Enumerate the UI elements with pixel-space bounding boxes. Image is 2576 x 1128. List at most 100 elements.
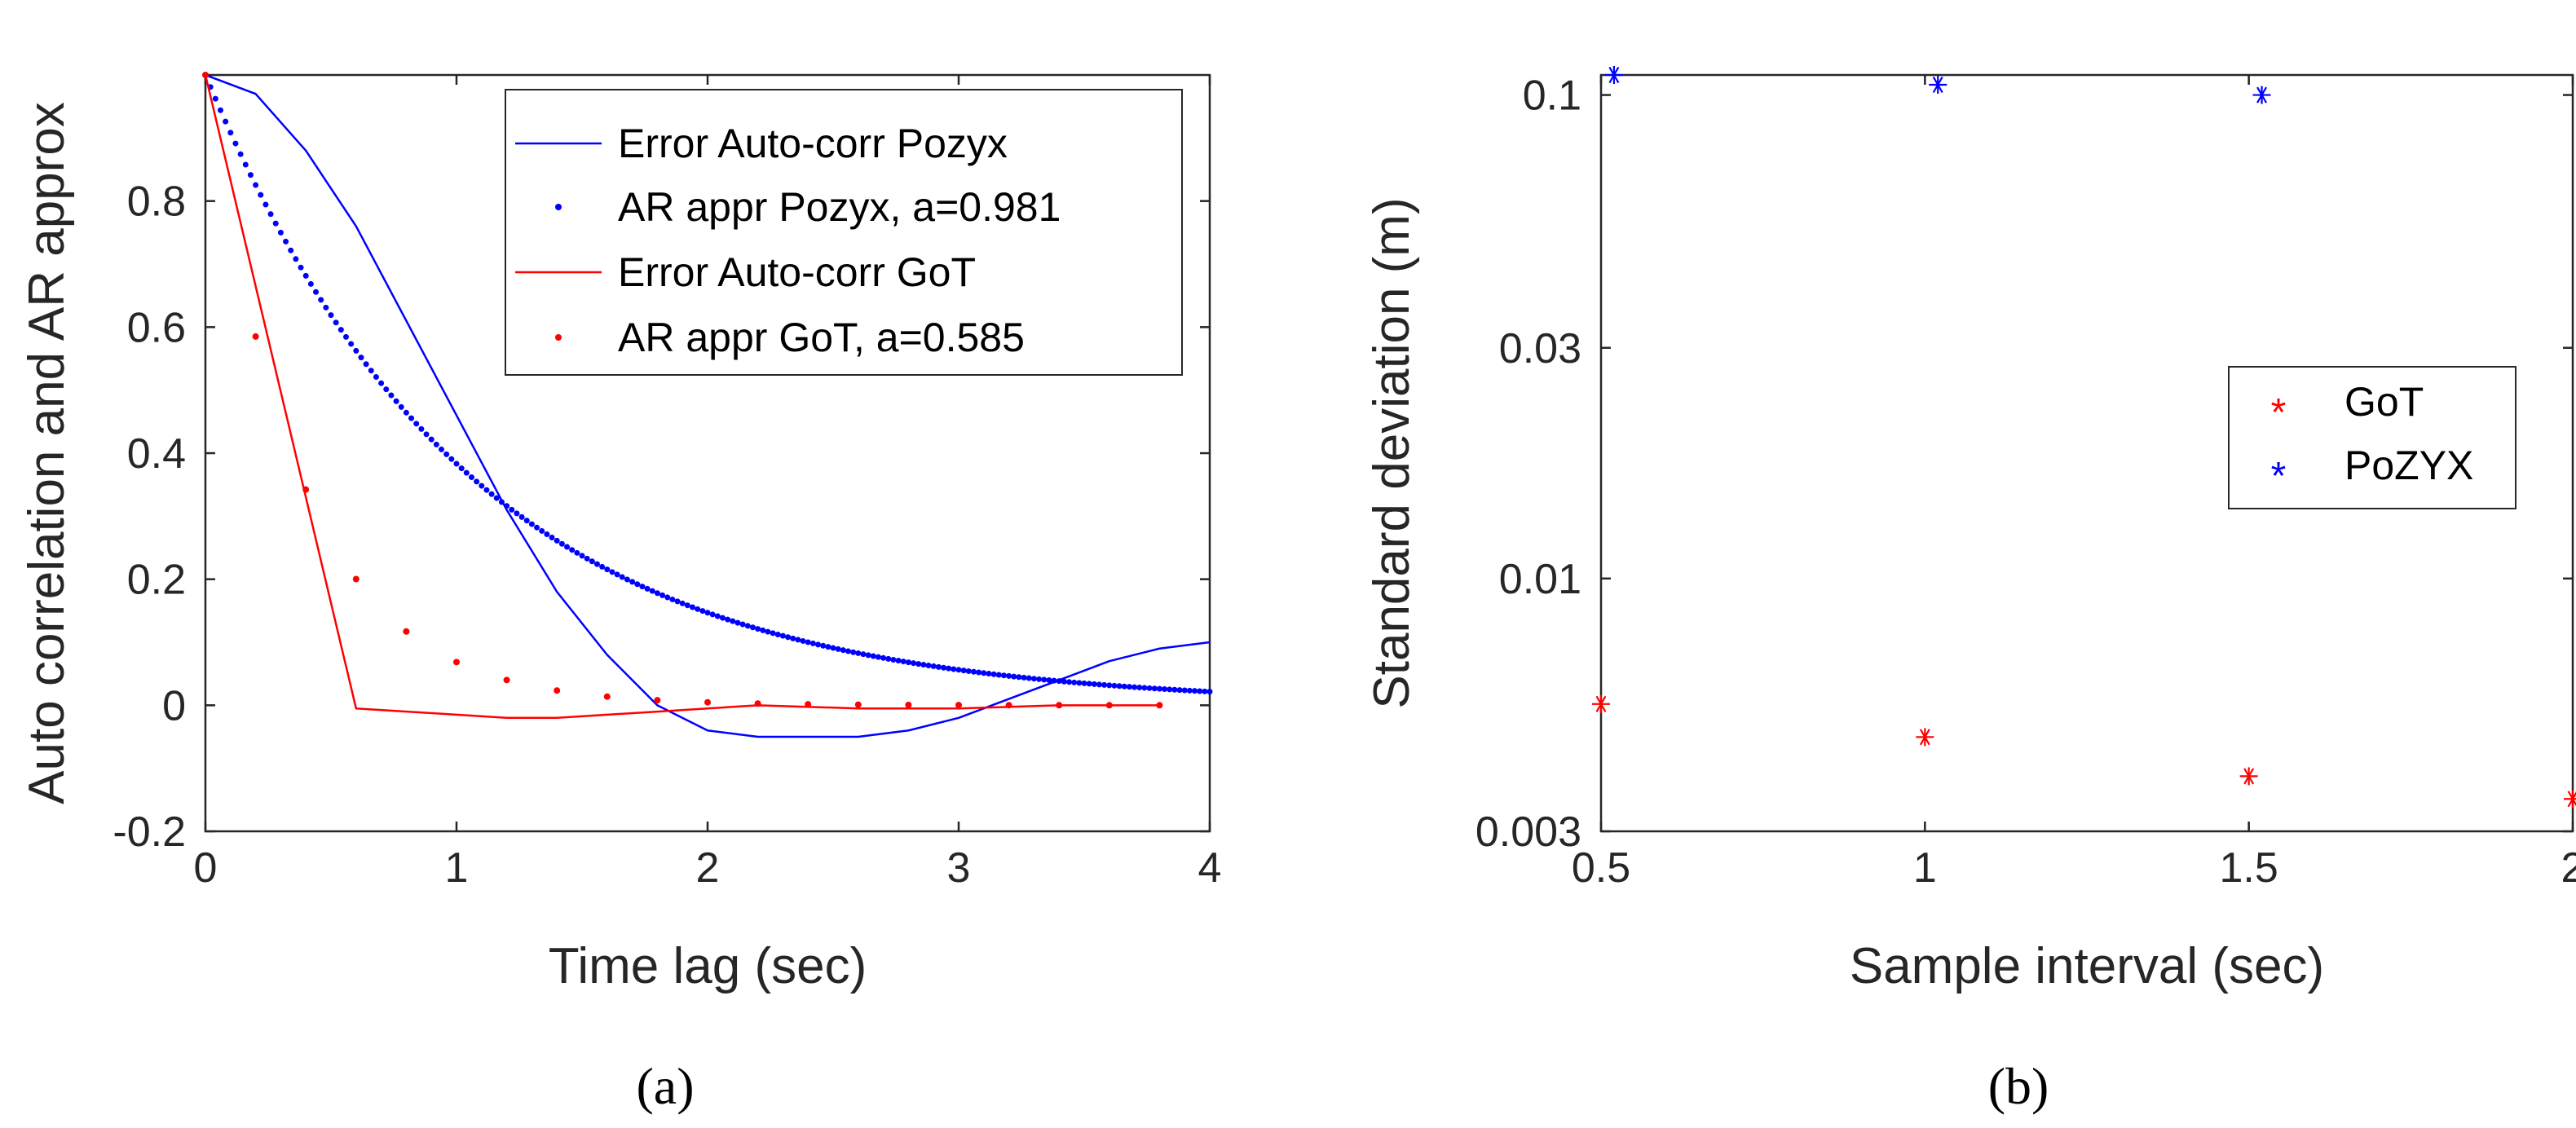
data-point-a-3 — [603, 693, 611, 700]
data-point-a-1 — [488, 491, 495, 497]
data-point-a-1 — [307, 280, 314, 287]
data-point-a-1 — [509, 506, 515, 513]
data-point-a-1 — [298, 264, 304, 271]
data-point-a-1 — [820, 642, 827, 649]
data-point-a-1 — [935, 663, 942, 670]
data-point-a-1 — [288, 247, 294, 253]
data-point-a-1 — [684, 602, 690, 609]
data-point-a-1 — [1026, 675, 1032, 681]
axis-ticks-b: 0.5 1 1.5 2 0.003 0.01 0.03 0.1 — [1475, 73, 2576, 892]
data-point-a-1 — [599, 563, 606, 570]
x-tick-label-b: 1 — [1913, 844, 1937, 892]
data-point-a-1 — [744, 623, 751, 629]
data-point-a-1 — [348, 341, 355, 347]
data-point-a-1 — [955, 667, 962, 673]
data-point-a-1 — [905, 659, 911, 666]
data-point-a-1 — [855, 650, 862, 656]
data-point-a-3 — [1056, 702, 1063, 709]
panel-label-b: (b) — [1988, 1057, 2049, 1115]
data-point-a-1 — [774, 632, 781, 638]
data-point-a-1 — [383, 386, 390, 393]
data-point-a-1 — [479, 482, 485, 489]
data-point-a-1 — [920, 662, 927, 668]
data-point-a-1 — [1186, 687, 1193, 694]
legend-label-b-0: GoT — [2344, 379, 2424, 425]
data-point-a-3 — [453, 659, 460, 666]
data-point-a-1 — [1162, 686, 1168, 693]
data-point-a-1 — [1141, 685, 1148, 691]
data-point-a-1 — [1206, 689, 1213, 695]
legend-swatch-a-3 — [555, 334, 562, 341]
legend-swatch-b-1: * — [2271, 455, 2287, 498]
data-point-a-1 — [835, 646, 841, 652]
data-point-a-1 — [523, 518, 530, 524]
data-point-a-1 — [514, 510, 520, 517]
x-tick-label-b: 2 — [2561, 844, 2576, 892]
data-point-a-3 — [554, 687, 561, 694]
data-point-a-1 — [408, 415, 415, 421]
data-point-a-1 — [785, 634, 792, 641]
data-point-b-1 — [1929, 75, 1947, 94]
panel-label-a: (a) — [636, 1057, 694, 1115]
y-tick-label-a: 0.6 — [127, 304, 186, 351]
data-point-a-1 — [373, 374, 379, 381]
data-point-a-1 — [453, 460, 460, 467]
data-point-a-1 — [845, 648, 851, 654]
data-point-a-1 — [1096, 681, 1102, 688]
data-point-a-1 — [1136, 685, 1143, 691]
data-point-a-1 — [669, 596, 676, 602]
data-point-a-1 — [709, 611, 716, 618]
data-point-a-1 — [483, 487, 490, 493]
data-point-a-3 — [1156, 702, 1163, 709]
data-point-a-1 — [1036, 676, 1043, 682]
data-point-a-1 — [1071, 679, 1078, 685]
chart-a: 0 1 2 3 4-0.200.20.40.60.8 Time lag (sec) Au… — [19, 72, 1221, 1115]
data-point-a-1 — [1046, 677, 1052, 684]
data-point-a-1 — [1111, 682, 1118, 689]
x-tick-label-b: 1.5 — [2220, 844, 2278, 892]
data-point-a-1 — [719, 615, 726, 621]
data-point-a-3 — [905, 701, 912, 708]
data-point-a-1 — [1131, 684, 1138, 690]
data-point-a-1 — [1106, 682, 1113, 689]
data-point-a-1 — [699, 608, 706, 615]
data-point-a-1 — [569, 547, 576, 553]
data-point-a-1 — [1181, 687, 1188, 694]
data-point-a-1 — [885, 655, 892, 662]
data-point-a-1 — [1076, 680, 1083, 686]
data-point-a-3 — [252, 333, 259, 340]
y-axis-label-b: Standard deviation (m) — [1364, 197, 1420, 708]
data-point-a-1 — [418, 425, 425, 432]
data-point-a-1 — [714, 613, 721, 619]
x-tick-label-a: 4 — [1198, 844, 1222, 892]
data-point-a-1 — [1171, 686, 1178, 693]
data-point-a-1 — [674, 598, 681, 605]
data-point-a-1 — [779, 632, 786, 639]
data-point-a-1 — [770, 630, 776, 637]
data-point-a-1 — [439, 446, 445, 452]
data-point-a-1 — [474, 478, 480, 485]
data-point-a-1 — [730, 618, 736, 624]
data-point-a-1 — [262, 201, 269, 208]
legend-label-a-0: Error Auto-corr Pozyx — [618, 121, 1008, 166]
data-point-a-1 — [589, 558, 595, 565]
data-point-a-1 — [544, 531, 550, 538]
data-point-a-1 — [1021, 674, 1027, 681]
data-point-a-1 — [734, 619, 741, 626]
data-point-a-1 — [915, 661, 922, 668]
data-point-a-1 — [604, 566, 611, 573]
data-point-a-1 — [574, 549, 580, 556]
data-point-a-1 — [809, 640, 816, 646]
legend-a: Error Auto-corr Pozyx AR appr Pozyx, a=0… — [505, 89, 1183, 376]
data-point-a-1 — [981, 670, 987, 676]
data-point-a-1 — [1086, 681, 1092, 687]
y-tick-label-a: 0 — [162, 682, 186, 729]
data-point-a-1 — [659, 592, 666, 598]
data-point-a-1 — [564, 544, 571, 550]
data-point-a-1 — [1056, 678, 1062, 685]
x-tick-label-a: 3 — [947, 844, 971, 892]
data-point-a-1 — [895, 658, 902, 664]
data-point-a-1 — [1091, 681, 1097, 687]
data-point-a-1 — [313, 289, 320, 295]
